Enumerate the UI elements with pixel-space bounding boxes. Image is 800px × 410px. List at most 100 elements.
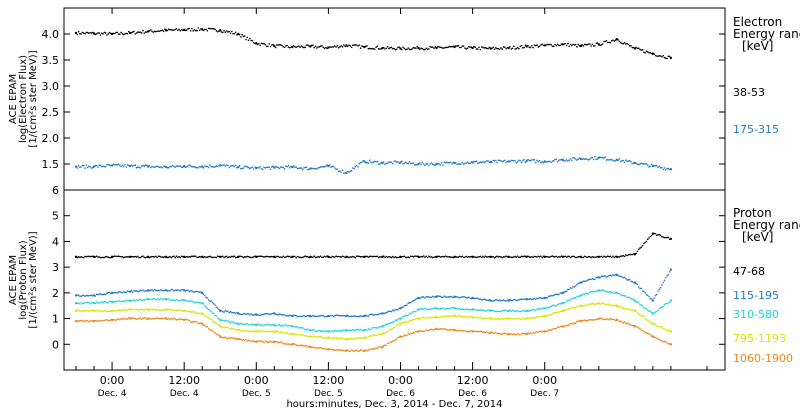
data-dot	[443, 161, 446, 164]
data-dot	[641, 314, 644, 317]
data-dot	[279, 256, 282, 258]
data-dot	[531, 298, 533, 301]
data-dot	[97, 309, 99, 312]
data-dot	[582, 293, 585, 295]
data-dot	[618, 40, 621, 43]
data-dot	[313, 347, 316, 349]
data-dot	[330, 46, 332, 48]
data-dot	[270, 166, 273, 168]
data-dot	[594, 318, 596, 321]
data-dot	[500, 256, 502, 258]
data-dot	[259, 255, 261, 258]
data-dot	[116, 300, 119, 303]
data-dot	[586, 304, 589, 306]
data-dot	[537, 316, 540, 318]
data-dot	[228, 311, 231, 314]
data-dot	[364, 45, 367, 48]
data-dot	[585, 43, 587, 46]
data-dot	[382, 161, 385, 163]
data-dot	[480, 317, 483, 320]
data-dot	[622, 43, 625, 45]
data-dot	[316, 168, 318, 170]
data-dot	[153, 30, 156, 33]
data-dot	[335, 255, 337, 258]
data-dot	[222, 31, 224, 34]
data-dot	[176, 165, 179, 168]
data-point	[453, 314, 456, 318]
data-dot	[641, 244, 644, 247]
data-dot	[367, 162, 370, 164]
data-dot	[285, 314, 287, 317]
data-dot	[659, 326, 662, 328]
data-dot	[458, 315, 461, 317]
data-dot	[277, 324, 279, 326]
data-dot	[264, 43, 267, 46]
data-dot	[297, 167, 300, 170]
data-dot	[540, 255, 542, 257]
data-dot	[464, 296, 466, 298]
data-dot	[583, 158, 586, 160]
data-dot	[400, 160, 403, 163]
data-dot	[133, 290, 135, 292]
data-dot	[626, 160, 628, 162]
data-dot	[546, 43, 549, 46]
data-dot	[483, 161, 486, 164]
data-dot	[251, 323, 254, 326]
data-dot	[484, 255, 487, 258]
data-dot	[242, 35, 245, 38]
data-dot	[312, 329, 314, 331]
data-dot	[583, 280, 586, 282]
data-point	[327, 348, 330, 351]
data-dot	[551, 304, 554, 307]
data-dot	[151, 255, 153, 258]
data-dot	[306, 255, 309, 258]
data-dot	[276, 166, 278, 168]
data-dot	[166, 256, 169, 259]
data-dot	[623, 294, 626, 297]
data-dot	[246, 312, 249, 315]
data-dot	[662, 168, 664, 171]
data-dot	[438, 255, 440, 258]
data-dot	[156, 30, 158, 33]
data-dot	[138, 256, 140, 259]
data-dot	[286, 44, 288, 47]
data-dot	[143, 299, 146, 301]
data-dot	[608, 303, 610, 305]
data-dot	[425, 329, 428, 331]
data-dot	[437, 308, 439, 310]
data-point	[345, 255, 348, 259]
data-dot	[588, 291, 591, 294]
data-dot	[546, 255, 549, 258]
data-dot	[122, 165, 125, 168]
data-dot	[162, 298, 165, 301]
data-dot	[98, 293, 100, 296]
data-dot	[474, 317, 476, 319]
data-dot	[228, 321, 231, 323]
data-point	[651, 299, 655, 302]
data-dot	[564, 325, 567, 327]
data-point	[471, 46, 474, 50]
data-dot	[493, 160, 496, 162]
data-dot	[120, 31, 122, 34]
data-dot	[312, 167, 314, 170]
data-dot	[304, 255, 307, 257]
data-dot	[170, 308, 173, 311]
data-dot	[143, 256, 146, 259]
data-dot	[476, 297, 479, 300]
data-dot	[422, 255, 425, 257]
data-dot	[191, 321, 193, 324]
data-dot	[388, 47, 390, 50]
data-dot	[207, 308, 210, 311]
data-dot	[474, 161, 476, 163]
data-dot	[79, 166, 81, 168]
data-dot	[250, 256, 252, 259]
data-dot	[210, 310, 213, 313]
data-dot	[455, 315, 457, 317]
data-dot	[353, 338, 355, 340]
data-dot	[142, 299, 144, 301]
data-dot	[572, 306, 574, 309]
data-dot	[171, 288, 174, 291]
data-dot	[419, 297, 421, 300]
data-dot	[379, 48, 381, 50]
data-dot	[179, 309, 182, 311]
